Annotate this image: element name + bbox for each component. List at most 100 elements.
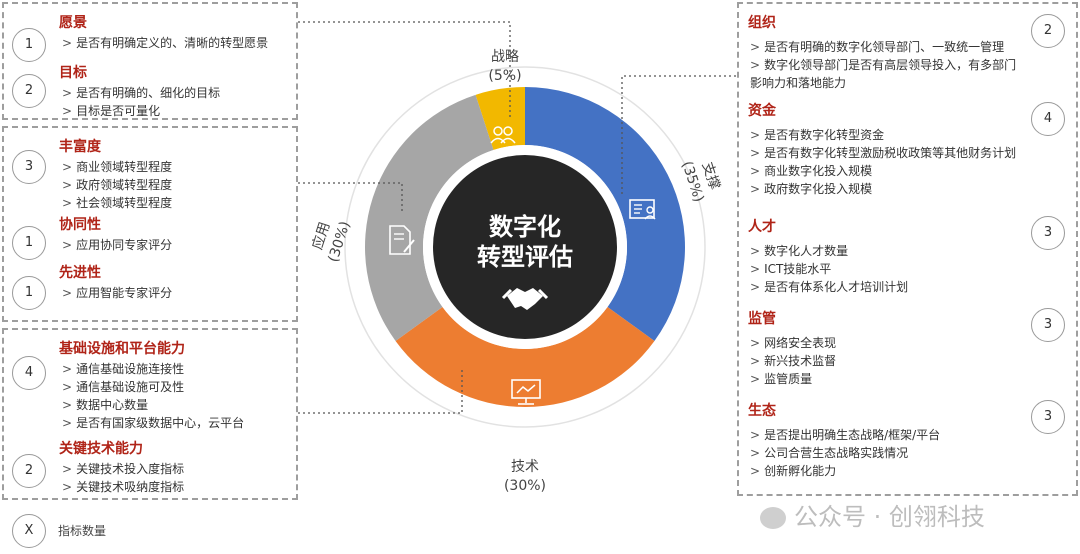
arrow-icon: > bbox=[62, 160, 73, 174]
arrow-icon: > bbox=[750, 428, 761, 442]
watermark-text: 公众号 · 创翎科技 bbox=[794, 503, 985, 531]
document-user-icon bbox=[629, 199, 656, 220]
presentation-board-icon bbox=[511, 379, 541, 405]
count-circle: 2 bbox=[12, 74, 46, 108]
arrow-icon: > bbox=[62, 462, 73, 476]
list-item: > 是否有国家级数据中心，云平台 bbox=[62, 414, 244, 432]
section-title: 基础设施和平台能力 bbox=[59, 341, 185, 357]
list-item: > 创新孵化能力 bbox=[750, 462, 836, 480]
list-item: > 政府领域转型程度 bbox=[62, 176, 172, 194]
count-circle: 4 bbox=[1031, 102, 1065, 136]
center-title: 数字化 转型评估 bbox=[460, 212, 590, 272]
section-title: 协同性 bbox=[59, 217, 101, 233]
list-item-text: 影响力和落地能力 bbox=[750, 76, 847, 90]
count-circle: 3 bbox=[1031, 308, 1065, 342]
count-circle: 2 bbox=[1031, 14, 1065, 48]
label-strategy-pct: (5%) bbox=[488, 68, 522, 84]
arrow-icon: > bbox=[750, 182, 761, 196]
arrow-icon: > bbox=[750, 164, 761, 178]
arrow-icon: > bbox=[750, 40, 761, 54]
list-item: > 数字化人才数量 bbox=[750, 242, 848, 260]
left-panel-strategy: 1 愿景 > 是否有明确定义的、清晰的转型愿景 2 目标 > 是否有明确的、细化的目标 > 目标是… bbox=[2, 2, 298, 120]
list-item-text: 政府数字化投入规模 bbox=[764, 182, 873, 196]
list-item-text: 是否提出明确生态战略/框架/平台 bbox=[764, 428, 941, 442]
list-item-text: 目标是否可量化 bbox=[76, 104, 161, 118]
list-item-text: 创新孵化能力 bbox=[764, 464, 837, 478]
arrow-icon: > bbox=[62, 238, 73, 252]
list-item-text: 关键技术吸纳度指标 bbox=[76, 480, 185, 494]
arrow-icon: > bbox=[62, 286, 73, 300]
arrow-icon: > bbox=[750, 464, 761, 478]
list-item: > 目标是否可量化 bbox=[62, 102, 160, 120]
list-item: > 是否有体系化人才培训计划 bbox=[750, 278, 908, 296]
count-circle: 1 bbox=[12, 28, 46, 62]
list-item: > 关键技术投入度指标 bbox=[62, 460, 184, 478]
support-segment bbox=[525, 87, 685, 342]
section-title: 愿景 bbox=[59, 15, 87, 31]
list-item: > 是否有数字化转型激励税收政策等其他财务计划 bbox=[750, 144, 1016, 162]
arrow-icon: > bbox=[750, 336, 761, 350]
list-item-text: 政府领域转型程度 bbox=[76, 178, 173, 192]
count-circle: 1 bbox=[12, 276, 46, 310]
connector-lines bbox=[298, 21, 736, 414]
list-item-text: 是否有明确定义的、清晰的转型愿景 bbox=[76, 36, 269, 50]
count-circle: 3 bbox=[1031, 400, 1065, 434]
list-item-text: 是否有国家级数据中心，云平台 bbox=[76, 416, 245, 430]
people-icon bbox=[490, 126, 516, 144]
list-item-text: 数字化人才数量 bbox=[764, 244, 849, 258]
arrow-icon: > bbox=[62, 104, 73, 118]
list-item: > 公司合营生态战略实践情况 bbox=[750, 444, 908, 462]
center-title-line1: 数字化 bbox=[489, 213, 561, 241]
count-circle: 2 bbox=[12, 454, 46, 488]
tech-segment bbox=[395, 306, 655, 408]
section-title: 先进性 bbox=[59, 265, 101, 281]
label-tech-name: 技术 bbox=[511, 459, 539, 475]
list-item: > 是否有数字化转型资金 bbox=[750, 126, 884, 144]
list-item-text: 是否有明确的、细化的目标 bbox=[76, 86, 221, 100]
document-edit-icon bbox=[389, 225, 415, 255]
label-strategy: 战略 (5%) bbox=[470, 48, 540, 86]
list-item: > 是否有明确定义的、清晰的转型愿景 bbox=[62, 34, 268, 52]
list-item-text: 是否有数字化转型资金 bbox=[764, 128, 885, 142]
arrow-icon: > bbox=[62, 416, 73, 430]
strategy-segment bbox=[475, 87, 525, 150]
count-circle: 3 bbox=[12, 150, 46, 184]
list-item-text: 应用协同专家评分 bbox=[76, 238, 173, 252]
arrow-icon: > bbox=[750, 262, 761, 276]
list-item: > 应用协同专家评分 bbox=[62, 236, 172, 254]
list-item-text: ICT技能水平 bbox=[764, 262, 832, 276]
list-item-text: 是否有明确的数字化领导部门、一致统一管理 bbox=[764, 40, 1005, 54]
arrow-icon: > bbox=[750, 446, 761, 460]
count-circle: 1 bbox=[12, 226, 46, 260]
list-item-text: 通信基础设施可及性 bbox=[76, 380, 185, 394]
list-item-text: 网络安全表现 bbox=[764, 336, 837, 350]
app-segment bbox=[365, 94, 494, 342]
arrow-icon: > bbox=[62, 380, 73, 394]
arrow-icon: > bbox=[750, 244, 761, 258]
connector-strategy bbox=[298, 21, 511, 118]
list-item: > 网络安全表现 bbox=[750, 334, 836, 352]
outer-ring bbox=[344, 66, 706, 428]
arrow-icon: > bbox=[750, 280, 761, 294]
section-title: 人才 bbox=[748, 219, 776, 235]
list-item: 影响力和落地能力 bbox=[750, 74, 846, 92]
list-item: > 通信基础设施连接性 bbox=[62, 360, 184, 378]
arrow-icon: > bbox=[750, 146, 761, 160]
label-tech: 技术 (30%) bbox=[490, 458, 560, 496]
section-title: 生态 bbox=[748, 403, 776, 419]
list-item-text: 是否有体系化人才培训计划 bbox=[764, 280, 909, 294]
section-title: 丰富度 bbox=[59, 139, 101, 155]
arrow-icon: > bbox=[750, 372, 761, 386]
arrow-icon: > bbox=[62, 362, 73, 376]
count-circle: 3 bbox=[1031, 216, 1065, 250]
arrow-icon: > bbox=[750, 128, 761, 142]
list-item-text: 是否有数字化转型激励税收政策等其他财务计划 bbox=[764, 146, 1017, 160]
section-title: 组织 bbox=[748, 15, 776, 31]
center-title-line2: 转型评估 bbox=[477, 243, 573, 271]
arrow-icon: > bbox=[62, 36, 73, 50]
arrow-icon: > bbox=[62, 398, 73, 412]
section-title: 关键技术能力 bbox=[59, 441, 143, 457]
label-strategy-name: 战略 bbox=[491, 49, 519, 65]
